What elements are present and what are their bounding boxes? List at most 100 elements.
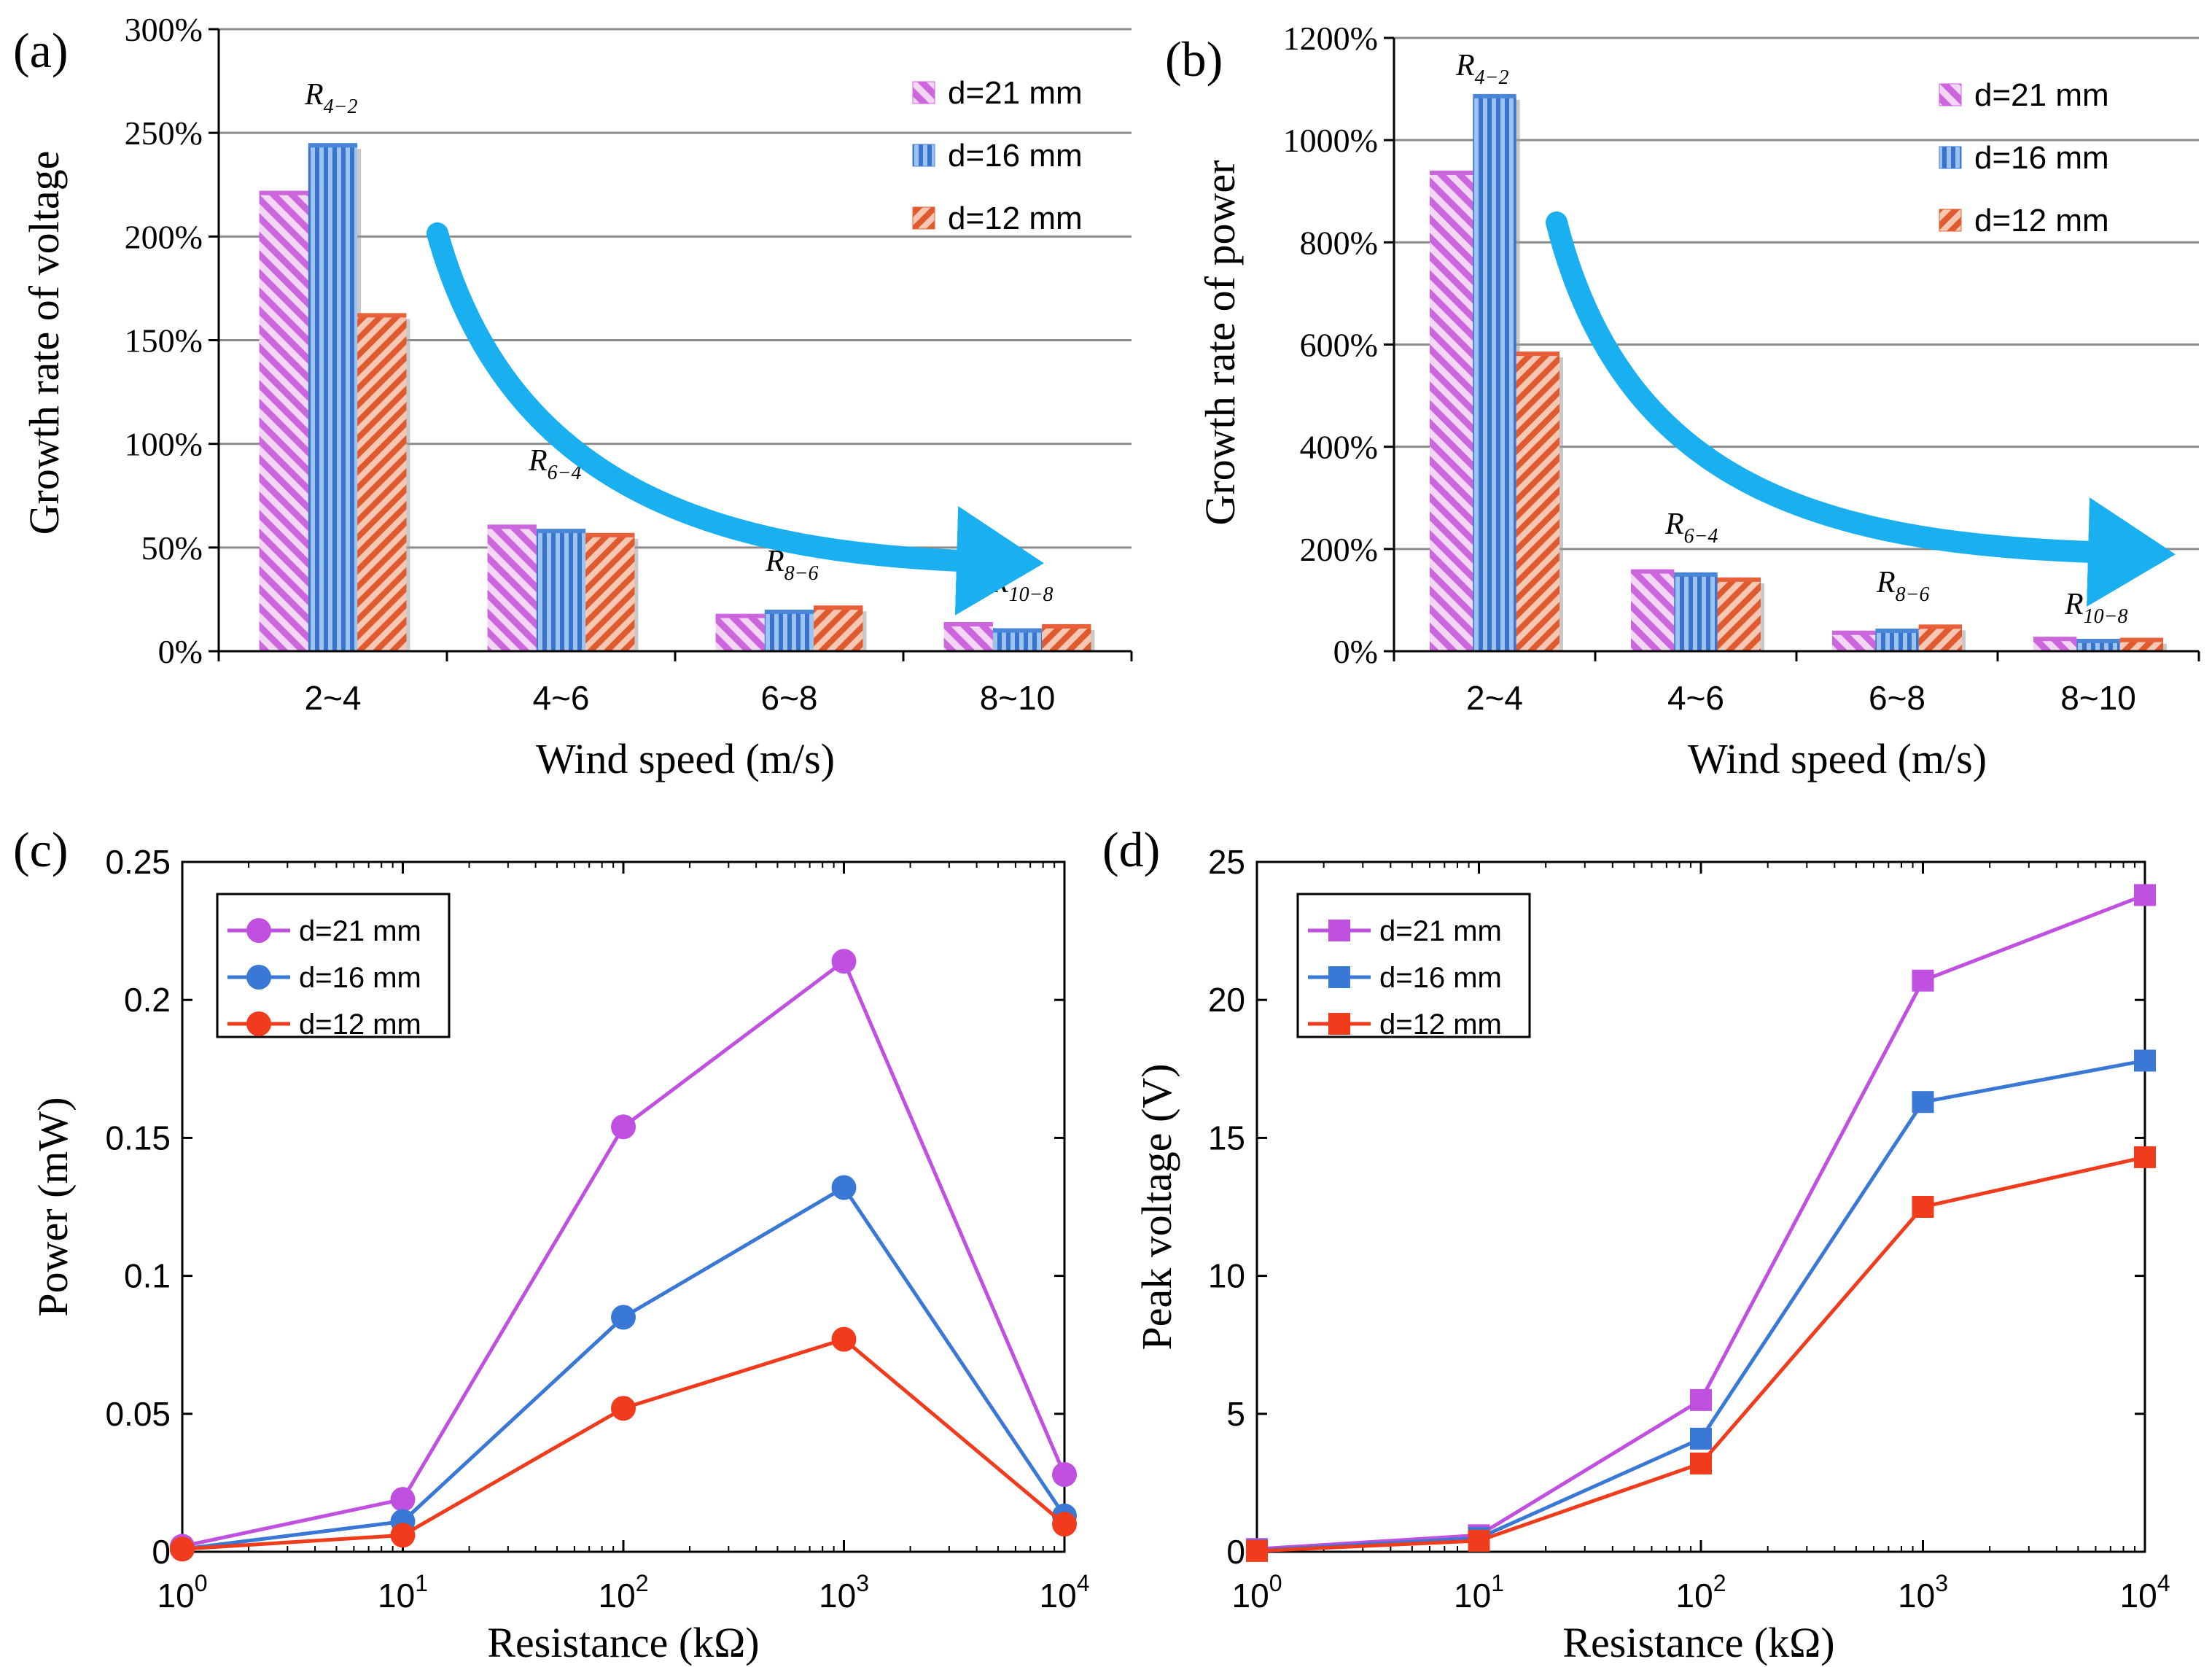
legend-marker-d12 xyxy=(246,1011,271,1036)
legend-swatch-d12 xyxy=(1939,209,1962,232)
y-tick-label: 0.05 xyxy=(105,1395,171,1433)
x-category-labels: 2~4 4~6 6~8 8~10 xyxy=(304,679,1055,717)
data-point-d12 xyxy=(1246,1539,1268,1562)
data-point-d16 xyxy=(2134,1049,2156,1072)
series-line-d16 xyxy=(182,1186,1067,1551)
bar-cap xyxy=(1918,624,1963,629)
y-tick-label: 15 xyxy=(1208,1119,1245,1157)
r-annotation-main: R xyxy=(528,444,548,478)
bar-d16 xyxy=(536,531,586,651)
x-tick-label: 102 xyxy=(1676,1570,1726,1614)
x-tick-exponent: 2 xyxy=(636,1570,649,1596)
legend-swatch-d21 xyxy=(912,81,935,104)
legend-marker-d12 xyxy=(1328,1013,1350,1035)
y-tick-labels: 0 0.05 0.1 0.15 0.2 0.25 xyxy=(105,843,171,1571)
x-category-labels: 2~4 4~6 6~8 8~10 xyxy=(1466,679,2136,717)
x-axis-title: Resistance (kΩ) xyxy=(487,1619,759,1666)
bar-d21 xyxy=(1429,173,1473,651)
bar-cap xyxy=(1875,628,1919,633)
y-tick-label: 0 xyxy=(1226,1533,1245,1571)
legend-marker-d21 xyxy=(1328,920,1350,941)
r-annotation: R10−8 xyxy=(2064,588,2128,628)
data-point-d12 xyxy=(611,1396,636,1421)
data-point-d12 xyxy=(390,1523,416,1548)
legend-marker-d16 xyxy=(1328,966,1350,988)
bar-d16 xyxy=(1875,630,1919,651)
data-point-d12 xyxy=(831,1326,857,1352)
legend-label: d=21 mm xyxy=(299,915,421,947)
y-axis-title: Peak voltage (V) xyxy=(1133,1064,1180,1351)
y-tick-label: 0% xyxy=(1333,633,1378,670)
y-tick-label: 200% xyxy=(125,218,203,255)
bar-d21 xyxy=(487,526,537,651)
y-tick-label: 400% xyxy=(1300,429,1378,466)
y-tick-label: 25 xyxy=(1208,843,1245,881)
r-annotation-main: R xyxy=(1876,566,1896,599)
x-category-label: 6~8 xyxy=(760,679,817,717)
y-axis-title: Growth rate of voltage xyxy=(20,151,68,535)
x-tick-exponent: 0 xyxy=(195,1570,208,1596)
legend-label: d=21 mm xyxy=(1974,77,2109,113)
x-tick-label: 103 xyxy=(819,1570,869,1614)
x-tick-exponent: 3 xyxy=(856,1570,869,1596)
x-tick-label: 100 xyxy=(1232,1570,1282,1614)
legend: d=21 mm d=16 mm d=12 mm xyxy=(912,75,1083,236)
y-tick-label: 800% xyxy=(1300,224,1378,261)
panel-a: (a) 0% 50% 100% 150% 200% 250% 300% 2~4 4~6 6~8 8… xyxy=(13,11,1133,782)
r-annotation-main: R xyxy=(304,78,324,112)
bar-d12 xyxy=(1042,626,1091,651)
x-tick-label: 104 xyxy=(2120,1570,2170,1614)
legend-label: d=12 mm xyxy=(1379,1009,1502,1041)
r-annotation-sub: 10−8 xyxy=(1009,583,1054,606)
x-tick-base: 10 xyxy=(2120,1577,2157,1614)
legend-swatch-d16 xyxy=(912,144,935,167)
x-tick-exponent: 2 xyxy=(1713,1570,1726,1596)
x-tick-exponent: 3 xyxy=(1935,1570,1948,1596)
data-point-d16 xyxy=(1912,1091,1934,1114)
x-tick-exponent: 0 xyxy=(1269,1570,1282,1596)
x-tick-base: 10 xyxy=(599,1577,636,1614)
data-point-d12 xyxy=(1912,1196,1934,1218)
bar-cap xyxy=(2119,637,2164,642)
bar-d12 xyxy=(1717,579,1761,651)
trend-arrow xyxy=(1546,211,2176,607)
y-tick-label: 0.1 xyxy=(124,1257,171,1295)
bar-cap xyxy=(536,529,586,534)
bar-d16 xyxy=(308,145,358,651)
r-annotation: R6−4 xyxy=(528,444,582,484)
x-axis-title: Wind speed (m/s) xyxy=(1688,735,1987,782)
y-tick-label: 250% xyxy=(125,114,203,152)
x-tick-base: 10 xyxy=(157,1577,195,1614)
y-tick-label: 300% xyxy=(125,11,203,48)
r-annotation-sub: 6−4 xyxy=(1684,525,1718,548)
panel-c: (c) 00.050.10.150.20.25 100 101 102 103 104 … xyxy=(13,822,1089,1666)
x-tick-exponent: 4 xyxy=(2157,1570,2170,1596)
x-category-label: 4~6 xyxy=(532,679,589,717)
bar-d16 xyxy=(1674,574,1718,651)
r-annotation-main: R xyxy=(1455,49,1475,82)
series-line-d21 xyxy=(182,959,1067,1548)
y-axis-title: Power (mW) xyxy=(29,1097,77,1316)
tick-marks xyxy=(1255,860,2146,1553)
bar-d12 xyxy=(814,607,863,651)
legend-swatch-d21 xyxy=(1939,83,1962,106)
legend-label: d=16 mm xyxy=(948,138,1083,174)
bars xyxy=(1429,93,2168,651)
x-axis-title: Wind speed (m/s) xyxy=(536,735,835,782)
axes xyxy=(209,28,1133,661)
panel-b: (b) 0% 200% 400% 600% 800% 1000% 1200% 2~4 4~6 6… xyxy=(1165,20,2200,782)
bar-d21 xyxy=(259,193,308,652)
data-point-d16 xyxy=(831,1175,857,1200)
bar-d16 xyxy=(764,611,814,651)
legend: d=21 mm d=16 mm d=12 mm xyxy=(1939,77,2109,238)
panel-label-b: (b) xyxy=(1165,31,1223,87)
legend-label: d=16 mm xyxy=(1974,140,2109,176)
legend-label: d=16 mm xyxy=(1379,962,1502,994)
x-tick-label: 101 xyxy=(1454,1570,1504,1614)
legend-marker-d21 xyxy=(246,918,271,943)
bar-cap xyxy=(1042,623,1091,629)
y-tick-label: 100% xyxy=(125,426,203,463)
x-tick-base: 10 xyxy=(1898,1577,1935,1614)
bar-d21 xyxy=(715,615,765,651)
